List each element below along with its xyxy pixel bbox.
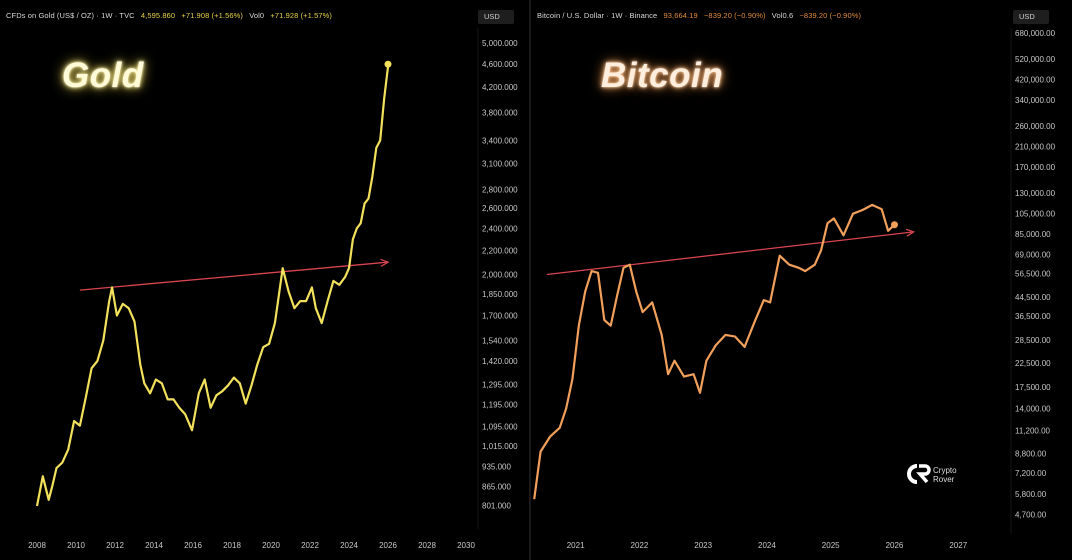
gold-x-tick-label: 2016 <box>184 541 202 550</box>
bitcoin-y-tick-label: 130,000.00 <box>1015 189 1056 198</box>
gold-big-label: Gold <box>62 56 144 95</box>
gold-trendline-arrowhead <box>380 258 390 267</box>
logo-line2: Rover <box>933 475 955 484</box>
gold-x-tick-label: 2010 <box>67 541 85 550</box>
gold-y-tick-label: 4,600.000 <box>482 60 518 69</box>
gold-y-tick-label: 2,600.000 <box>482 204 518 213</box>
bitcoin-y-tick-label: 11,200.00 <box>1015 426 1051 435</box>
bitcoin-big-label: Bitcoin <box>601 56 724 95</box>
gold-y-tick-label: 2,200.000 <box>482 246 518 255</box>
bitcoin-volume-change: −839.20 (−0.90%) <box>799 11 862 20</box>
gold-y-tick-label: 935.000 <box>482 463 511 472</box>
bitcoin-chart-svg[interactable]: 680,000.00 520,000.00 420,000.00 340,000.00… <box>531 0 1072 560</box>
gold-y-tick-label: 1,295.000 <box>482 380 518 389</box>
bitcoin-y-tick-label: 14,000.00 <box>1015 405 1051 414</box>
gold-symbol-title: CFDs on Gold (US$ / OZ) · 1W · TVC <box>6 11 135 20</box>
bitcoin-y-tick-label: 17,500.00 <box>1015 383 1051 392</box>
gold-trendline <box>79 261 389 291</box>
bitcoin-y-tick-label: 260,000.00 <box>1015 122 1056 131</box>
gold-chart-svg[interactable]: 5,000.000 4,600.000 4,200.000 3,800.000 3,40… <box>0 0 530 560</box>
bitcoin-price-line <box>533 203 896 500</box>
bitcoin-change: −839.20 (−0.90%) <box>703 11 766 20</box>
bitcoin-y-tick-label: 8,800.00 <box>1015 450 1047 459</box>
gold-y-tick-label: 1,540.000 <box>482 337 518 346</box>
bitcoin-y-tick-label: 680,000.00 <box>1015 29 1056 38</box>
bitcoin-y-tick-label: 28,500.00 <box>1015 336 1051 345</box>
gold-y-tick-label: 1,850.000 <box>482 290 518 299</box>
gold-x-tick-label: 2024 <box>340 541 358 550</box>
bitcoin-volume-label: Vol0.6 <box>771 11 794 20</box>
gold-y-tick-label: 1,700.000 <box>482 312 518 321</box>
gold-x-tick-label: 2008 <box>28 541 46 550</box>
bitcoin-chart-panel[interactable]: Bitcoin / U.S. Dollar · 1W · Binance 93,… <box>531 0 1072 560</box>
bitcoin-y-tick-label: 105,000.00 <box>1015 210 1056 219</box>
gold-change: +71.908 (+1.56%) <box>181 11 243 20</box>
bitcoin-x-tick-label: 2027 <box>949 541 967 550</box>
gold-price: 4,595.860 <box>140 11 176 20</box>
gold-y-tick-label: 1,195.000 <box>482 401 518 410</box>
bitcoin-y-tick-label: 56,500.00 <box>1015 270 1051 279</box>
gold-currency-button[interactable]: USD <box>478 10 514 24</box>
logo-line1: Crypto <box>933 466 957 475</box>
crypto-rover-logo-icon <box>907 464 931 484</box>
gold-y-tick-label: 5,000.000 <box>482 39 518 48</box>
gold-price-line <box>35 66 390 507</box>
gold-y-tick-label: 3,800.000 <box>482 108 518 117</box>
gold-y-tick-label: 2,800.000 <box>482 185 518 194</box>
logo-text: Crypto Rover <box>933 466 973 484</box>
gold-volume-change: +71.928 (+1.57%) <box>270 11 333 20</box>
gold-chart-panel[interactable]: CFDs on Gold (US$ / OZ) · 1W · TVC 4,595… <box>0 0 530 560</box>
gold-x-tick-label: 2030 <box>457 541 475 550</box>
gold-x-tick-label: 2018 <box>223 541 241 550</box>
bitcoin-x-tick-label: 2022 <box>631 541 649 550</box>
bitcoin-x-tick-label: 2026 <box>886 541 904 550</box>
bitcoin-x-tick-label: 2025 <box>822 541 840 550</box>
bitcoin-y-tick-label: 420,000.00 <box>1015 75 1056 84</box>
panel-divider[interactable] <box>529 0 532 560</box>
bitcoin-y-tick-label: 4,700.00 <box>1015 510 1047 519</box>
bitcoin-y-tick-label: 5,800.00 <box>1015 490 1047 499</box>
gold-y-tick-label: 3,400.000 <box>482 136 518 145</box>
bitcoin-y-tick-label: 520,000.00 <box>1015 55 1056 64</box>
bitcoin-price: 93,664.19 <box>663 11 698 20</box>
gold-last-price-marker <box>384 60 392 68</box>
crypto-rover-logo: Crypto Rover <box>905 463 957 490</box>
bitcoin-x-tick-label: 2023 <box>694 541 712 550</box>
gold-y-tick-label: 1,095.000 <box>482 423 518 432</box>
gold-y-tick-label: 2,000.000 <box>482 270 518 279</box>
bitcoin-x-tick-label: 2024 <box>758 541 776 550</box>
bitcoin-y-tick-label: 170,000.00 <box>1015 163 1056 172</box>
bitcoin-y-tick-label: 7,200.00 <box>1015 469 1047 478</box>
bitcoin-y-tick-label: 22,500.00 <box>1015 359 1051 368</box>
gold-x-tick-label: 2028 <box>418 541 436 550</box>
gold-x-tick-label: 2026 <box>379 541 397 550</box>
gold-y-tick-label: 4,200.000 <box>482 83 518 92</box>
gold-volume-label: Vol0 <box>249 11 265 20</box>
bitcoin-x-tick-label: 2021 <box>567 541 585 550</box>
gold-y-tick-label: 865.000 <box>482 482 511 491</box>
bitcoin-y-tick-label: 44,500.00 <box>1015 293 1051 302</box>
gold-header: CFDs on Gold (US$ / OZ) · 1W · TVC 4,595… <box>6 11 336 20</box>
gold-y-tick-label: 1,015.000 <box>482 442 518 451</box>
gold-y-tick-label: 1,420.000 <box>482 357 518 366</box>
bitcoin-trendline-arrowhead <box>905 228 916 237</box>
bitcoin-symbol-title: Bitcoin / U.S. Dollar · 1W · Binance <box>537 11 658 20</box>
bitcoin-currency-button[interactable]: USD <box>1013 10 1049 24</box>
bitcoin-y-tick-label: 69,000.00 <box>1015 250 1051 259</box>
gold-x-tick-label: 2022 <box>301 541 319 550</box>
bitcoin-last-price-marker <box>890 221 898 229</box>
gold-x-tick-label: 2020 <box>262 541 280 550</box>
bitcoin-y-tick-label: 340,000.00 <box>1015 96 1056 105</box>
gold-y-tick-label: 3,100.000 <box>482 160 518 169</box>
bitcoin-y-tick-label: 36,500.00 <box>1015 312 1051 321</box>
gold-x-tick-label: 2012 <box>106 541 124 550</box>
gold-x-tick-label: 2014 <box>145 541 163 550</box>
bitcoin-y-tick-label: 210,000.00 <box>1015 143 1056 152</box>
gold-y-tick-label: 2,400.000 <box>482 224 518 233</box>
bitcoin-header: Bitcoin / U.S. Dollar · 1W · Binance 93,… <box>537 11 865 20</box>
gold-y-tick-label: 801.000 <box>482 502 511 511</box>
bitcoin-trendline <box>546 231 914 276</box>
bitcoin-y-tick-label: 85,000.00 <box>1015 230 1051 239</box>
